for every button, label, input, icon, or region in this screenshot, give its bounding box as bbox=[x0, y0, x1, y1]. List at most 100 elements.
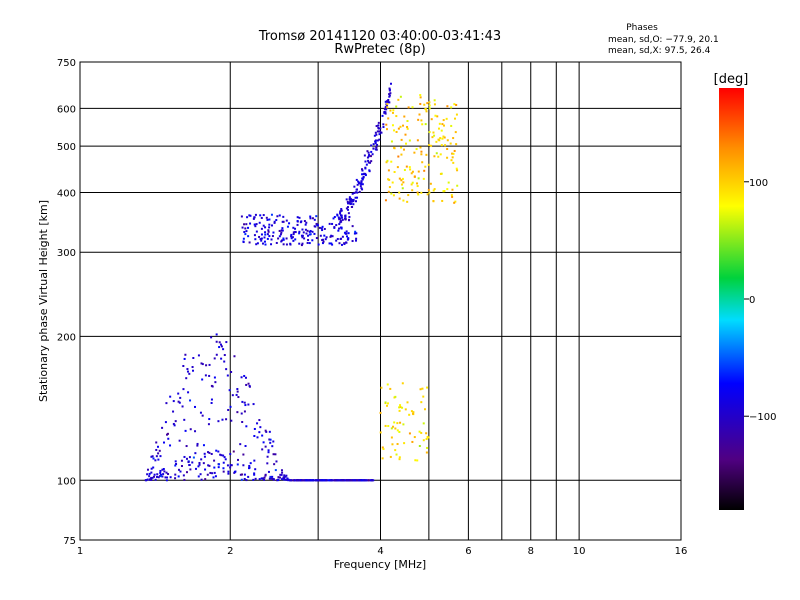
x-tick-label: 6 bbox=[465, 546, 471, 557]
echo-point bbox=[309, 479, 312, 482]
echo-point bbox=[353, 185, 356, 188]
echo-point bbox=[264, 473, 267, 476]
echo-point bbox=[244, 227, 247, 230]
echo-point bbox=[277, 479, 280, 482]
echo-point bbox=[440, 144, 443, 147]
echo-point bbox=[161, 475, 164, 478]
echo-point bbox=[397, 155, 400, 158]
x-tick-label: 10 bbox=[573, 546, 586, 557]
echo-point bbox=[412, 411, 415, 414]
echo-point bbox=[315, 479, 318, 482]
echo-point bbox=[398, 197, 401, 200]
echo-point bbox=[185, 445, 188, 448]
echo-point bbox=[260, 237, 263, 240]
echo-point bbox=[367, 155, 370, 158]
echo-point bbox=[242, 240, 245, 243]
echo-point bbox=[402, 423, 405, 426]
echo-point bbox=[385, 123, 388, 126]
echo-point bbox=[339, 219, 342, 222]
echo-point bbox=[174, 477, 177, 480]
echo-point bbox=[414, 459, 417, 462]
echo-point bbox=[282, 237, 285, 240]
echo-point bbox=[356, 183, 359, 186]
echo-point bbox=[438, 122, 441, 125]
echo-point bbox=[421, 123, 424, 126]
echo-point bbox=[181, 405, 184, 408]
echo-point bbox=[188, 456, 191, 459]
echo-point bbox=[423, 408, 426, 411]
echo-point bbox=[258, 478, 261, 481]
echo-point bbox=[352, 200, 355, 203]
echo-point bbox=[352, 203, 355, 206]
echo-point bbox=[152, 466, 155, 469]
echo-point bbox=[410, 183, 413, 186]
x-tick-label: 8 bbox=[528, 546, 534, 557]
echo-point bbox=[178, 401, 181, 404]
echo-point bbox=[270, 213, 273, 216]
echo-point bbox=[165, 471, 168, 474]
echo-point bbox=[385, 108, 388, 111]
echo-point bbox=[300, 479, 303, 482]
echo-point bbox=[407, 106, 410, 109]
echo-point bbox=[239, 473, 242, 476]
echo-point bbox=[270, 477, 273, 480]
echo-point bbox=[213, 466, 216, 469]
echo-point bbox=[298, 216, 301, 219]
echo-point bbox=[254, 477, 257, 480]
echo-point bbox=[197, 354, 200, 357]
echo-point bbox=[417, 177, 420, 180]
echo-point bbox=[271, 445, 274, 448]
echo-point bbox=[338, 227, 341, 230]
echo-point bbox=[229, 464, 232, 467]
echo-point bbox=[453, 149, 456, 152]
echo-point bbox=[200, 478, 203, 481]
echo-point bbox=[271, 224, 274, 227]
echo-point bbox=[162, 467, 165, 470]
echo-point bbox=[422, 439, 425, 442]
echo-point bbox=[260, 239, 263, 242]
echo-point bbox=[450, 106, 453, 109]
echo-point bbox=[267, 470, 270, 473]
echo-point bbox=[165, 402, 168, 405]
echo-point bbox=[406, 125, 409, 128]
echo-point bbox=[428, 191, 431, 194]
echo-point bbox=[433, 99, 436, 102]
echo-point bbox=[388, 178, 391, 181]
echo-point bbox=[159, 474, 162, 477]
echo-point bbox=[227, 470, 230, 473]
echo-point bbox=[185, 457, 188, 460]
echo-point bbox=[321, 229, 324, 232]
echo-point bbox=[255, 230, 258, 233]
echo-point bbox=[400, 146, 403, 149]
echo-point bbox=[338, 479, 341, 482]
echo-point bbox=[208, 464, 211, 467]
echo-point bbox=[410, 410, 413, 413]
echo-point bbox=[352, 198, 355, 201]
echo-point bbox=[348, 201, 351, 204]
echo-point bbox=[183, 418, 186, 421]
echo-point bbox=[315, 222, 318, 225]
echo-point bbox=[440, 129, 443, 132]
echo-point bbox=[371, 153, 374, 156]
echo-point bbox=[311, 217, 314, 220]
echo-point bbox=[221, 418, 224, 421]
echo-point bbox=[363, 154, 366, 157]
echo-point bbox=[155, 448, 158, 451]
echo-point bbox=[347, 212, 350, 215]
echo-point bbox=[390, 436, 393, 439]
echo-point bbox=[279, 233, 282, 236]
echo-point bbox=[365, 479, 368, 482]
echo-point bbox=[345, 241, 348, 244]
echo-point bbox=[400, 183, 403, 186]
echo-point bbox=[223, 360, 226, 363]
echo-point bbox=[301, 236, 304, 239]
echo-point bbox=[179, 396, 182, 399]
echo-point bbox=[248, 214, 251, 217]
echo-point bbox=[253, 472, 256, 475]
echo-point bbox=[360, 180, 363, 183]
echo-point bbox=[360, 183, 363, 186]
echo-point bbox=[275, 479, 278, 482]
echo-point bbox=[209, 471, 212, 474]
echo-point bbox=[286, 477, 289, 480]
echo-point bbox=[239, 443, 242, 446]
